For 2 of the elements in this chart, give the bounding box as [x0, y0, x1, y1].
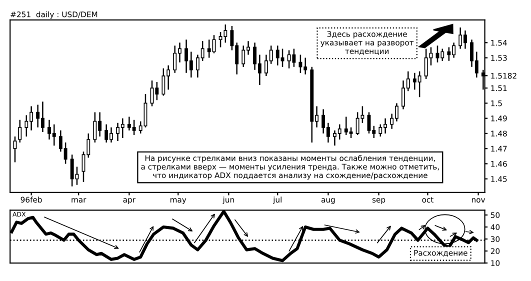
- candlestick: [18, 119, 22, 144]
- candlestick: [13, 136, 17, 163]
